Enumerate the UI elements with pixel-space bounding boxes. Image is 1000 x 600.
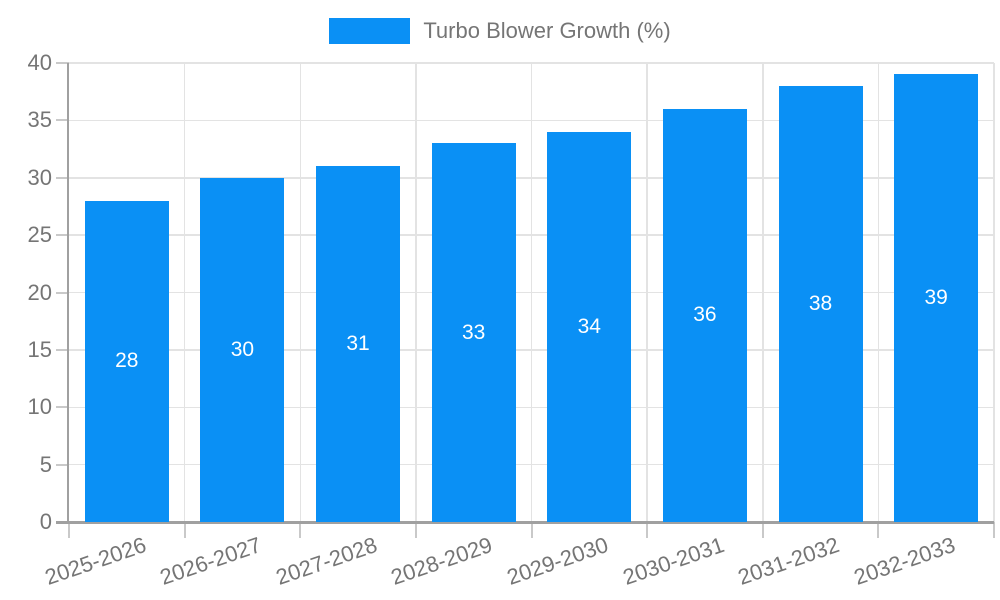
y-axis-tick-label: 15 [27, 336, 52, 362]
y-axis-tick-label: 5 [39, 451, 52, 477]
x-axis-tick-label: 2025-2026 [41, 532, 149, 590]
x-axis-tick-label: 2029-2030 [503, 532, 612, 590]
v-gridline [762, 63, 764, 522]
v-gridline [299, 63, 301, 522]
x-axis-tick-label: 2032-2033 [850, 532, 959, 590]
bar[interactable]: 33 [431, 143, 516, 522]
bar-value-label: 31 [346, 332, 370, 356]
y-axis-tick-label: 25 [27, 222, 52, 248]
bar[interactable]: 34 [547, 131, 632, 522]
y-axis-tick [56, 62, 69, 64]
x-axis-line [56, 521, 994, 524]
bar[interactable]: 30 [200, 177, 285, 522]
v-gridline [183, 63, 186, 522]
x-axis-tick-label: 2027-2028 [272, 532, 381, 590]
y-axis-tick-label: 10 [27, 394, 52, 420]
x-axis-tick-label: 2031-2032 [735, 532, 843, 590]
legend[interactable]: Turbo Blower Growth (%) [0, 18, 1000, 44]
x-axis-tick [877, 522, 880, 538]
y-axis-tick-label: 0 [39, 509, 52, 534]
y-axis-tick [56, 406, 69, 409]
y-axis-tick [56, 234, 69, 237]
x-axis-tick [646, 522, 649, 538]
y-axis-line [67, 63, 69, 524]
y-axis-tick-label: 20 [27, 279, 52, 305]
x-axis-tick [68, 522, 70, 538]
bar-value-label: 28 [115, 349, 139, 373]
bar-value-label: 30 [230, 337, 255, 361]
legend-label: Turbo Blower Growth (%) [423, 18, 671, 43]
x-axis-tick-label: 2030-2031 [619, 532, 728, 590]
y-axis-tick-label: 35 [27, 107, 52, 133]
bar[interactable]: 36 [662, 108, 747, 522]
y-axis-tick-label: 30 [27, 164, 52, 190]
bar[interactable]: 38 [778, 85, 863, 522]
bar-value-label: 34 [577, 314, 601, 338]
x-axis-tick-label: 2026-2027 [156, 532, 265, 590]
bar-value-label: 33 [462, 320, 486, 344]
y-axis-tick [56, 291, 69, 294]
legend-swatch[interactable] [329, 18, 411, 44]
bar-value-label: 39 [924, 286, 948, 310]
v-gridline [877, 63, 880, 522]
x-axis-tick [993, 522, 995, 538]
v-gridline [646, 63, 648, 522]
x-axis-tick [530, 522, 533, 538]
bar-value-label: 36 [693, 303, 717, 327]
bar[interactable]: 31 [316, 166, 401, 522]
x-axis-tick [761, 522, 764, 538]
bar[interactable]: 39 [894, 74, 979, 522]
x-axis-tick [414, 522, 417, 538]
y-axis-tick [56, 119, 69, 122]
y-axis-tick [56, 348, 69, 351]
y-axis-tick-label: 40 [27, 50, 52, 75]
x-axis-tick-label: 2028-2029 [388, 532, 496, 590]
v-gridline [993, 63, 995, 522]
y-axis-tick [56, 176, 69, 179]
y-axis-tick [56, 463, 69, 466]
v-gridline [415, 63, 417, 522]
x-axis-tick [299, 522, 302, 538]
bar-value-label: 38 [808, 291, 833, 315]
x-axis-tick [183, 522, 186, 538]
v-gridline [530, 63, 533, 522]
bar[interactable]: 28 [84, 200, 169, 522]
